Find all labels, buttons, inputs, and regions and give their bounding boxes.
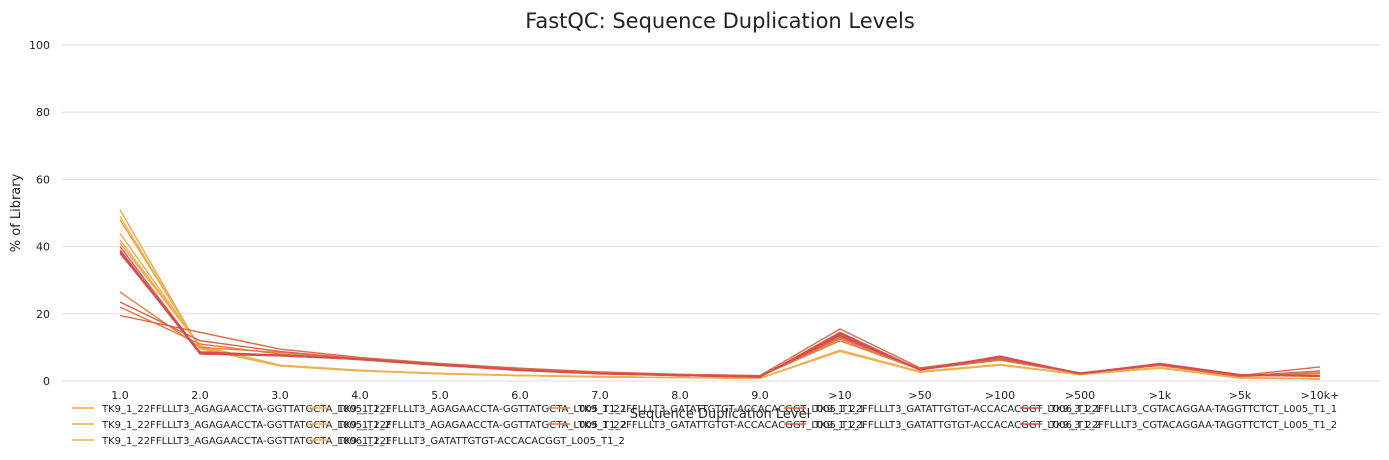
x-tick-label: 7.0 [591,389,609,402]
legend-label: TK9_1_22FFLLLT3_AGAGAACCTA-GGTTATGCTA_L0… [337,420,627,431]
legend-label: TK9_1_22FFLLLT3_AGAGAACCTA-GGTTATGCTA_L0… [337,404,627,415]
x-tick-label: 5.0 [431,389,449,402]
legend-label: TK9_1_22FFLLLT3_GATATTGTGT-ACCACACGGT_L0… [337,436,625,447]
x-tick-label: 2.0 [191,389,209,402]
series-line-2 [119,242,1321,380]
x-tick-label: 1.0 [111,389,129,402]
series-line-14 [119,252,1321,378]
x-tick-label: 9.0 [751,389,769,402]
legend-label: TK9_1_22FFLLLT3_AGAGAACCTA-GGTTATGCTA_L0… [101,420,391,431]
legend-label: TK9_1_22FFLLLT3_GATATTGTGT-ACCACACGGT_L0… [577,420,865,431]
x-tick-label: >5k [1229,389,1252,402]
x-tick-label: 4.0 [351,389,369,402]
gridlines [62,44,1380,382]
y-axis-label: % of Library [9,173,24,252]
chart-title: FastQC: Sequence Duplication Levels [525,9,915,33]
x-axis-label: Sequence Duplication Level [630,407,810,422]
x-axis-ticks: 1.0 2.0 3.0 4.0 5.0 6.0 7.0 8.0 9.0 >10 >50 >100 >50… [111,389,1339,402]
y-axis-ticks: 0 20 40 60 80 100 [29,39,50,388]
y-tick-label: 60 [36,173,50,186]
series-line-12 [119,246,1321,378]
series-line-6 [119,239,1321,380]
x-tick-label: >500 [1065,389,1095,402]
x-tick-label: 8.0 [671,389,689,402]
legend-label: TK9_1_22FFLLLT3_AGAGAACCTA-GGTTATGCTA_L0… [101,404,391,415]
x-tick-label: >100 [985,389,1015,402]
x-tick-label: >10 [828,389,851,402]
x-tick-label: >50 [908,389,931,402]
series-lines [119,209,1321,380]
legend-label: TK9_1_22FFLLLT3_GATATTGTGT-ACCACACGGT_L0… [577,404,865,415]
y-tick-label: 20 [36,308,50,321]
y-tick-label: 80 [36,106,50,119]
series-line-10 [119,301,1321,377]
y-tick-label: 40 [36,241,50,254]
x-tick-label: >1k [1149,389,1172,402]
x-tick-label: 6.0 [511,389,529,402]
legend-label: TK9_3_22FFLLLT3_CGTACAGGAA-TAGGTTCTCT_L0… [1049,420,1337,431]
legend-label: TK9_1_22FFLLLT3_GATATTGTGT-ACCACACGGT_L0… [813,404,1101,415]
x-tick-label: 3.0 [271,389,289,402]
legend-label: TK9_3_22FFLLLT3_CGTACAGGAA-TAGGTTCTCT_L0… [1049,404,1337,415]
series-line-7 [119,291,1321,378]
legend: TK9_1_22FFLLLT3_AGAGAACCTA-GGTTATGCTA_L0… [72,404,1337,447]
x-tick-label: >10k+ [1301,389,1340,402]
legend-label: TK9_1_22FFLLLT3_GATATTGTGT-ACCACACGGT_L0… [813,420,1101,431]
y-tick-label: 0 [43,375,50,388]
y-tick-label: 100 [29,39,50,52]
legend-label: TK9_1_22FFLLLT3_AGAGAACCTA-GGTTATGCTA_L0… [101,436,391,447]
